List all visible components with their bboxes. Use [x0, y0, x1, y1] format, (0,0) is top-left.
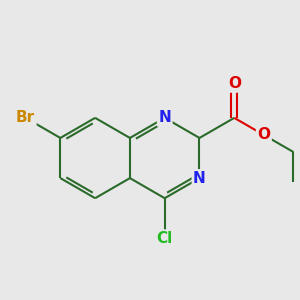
- Text: O: O: [257, 128, 270, 142]
- Text: Cl: Cl: [157, 231, 173, 246]
- Text: N: N: [158, 110, 171, 125]
- Text: O: O: [228, 76, 241, 91]
- Text: Br: Br: [16, 110, 35, 125]
- Text: N: N: [193, 171, 206, 186]
